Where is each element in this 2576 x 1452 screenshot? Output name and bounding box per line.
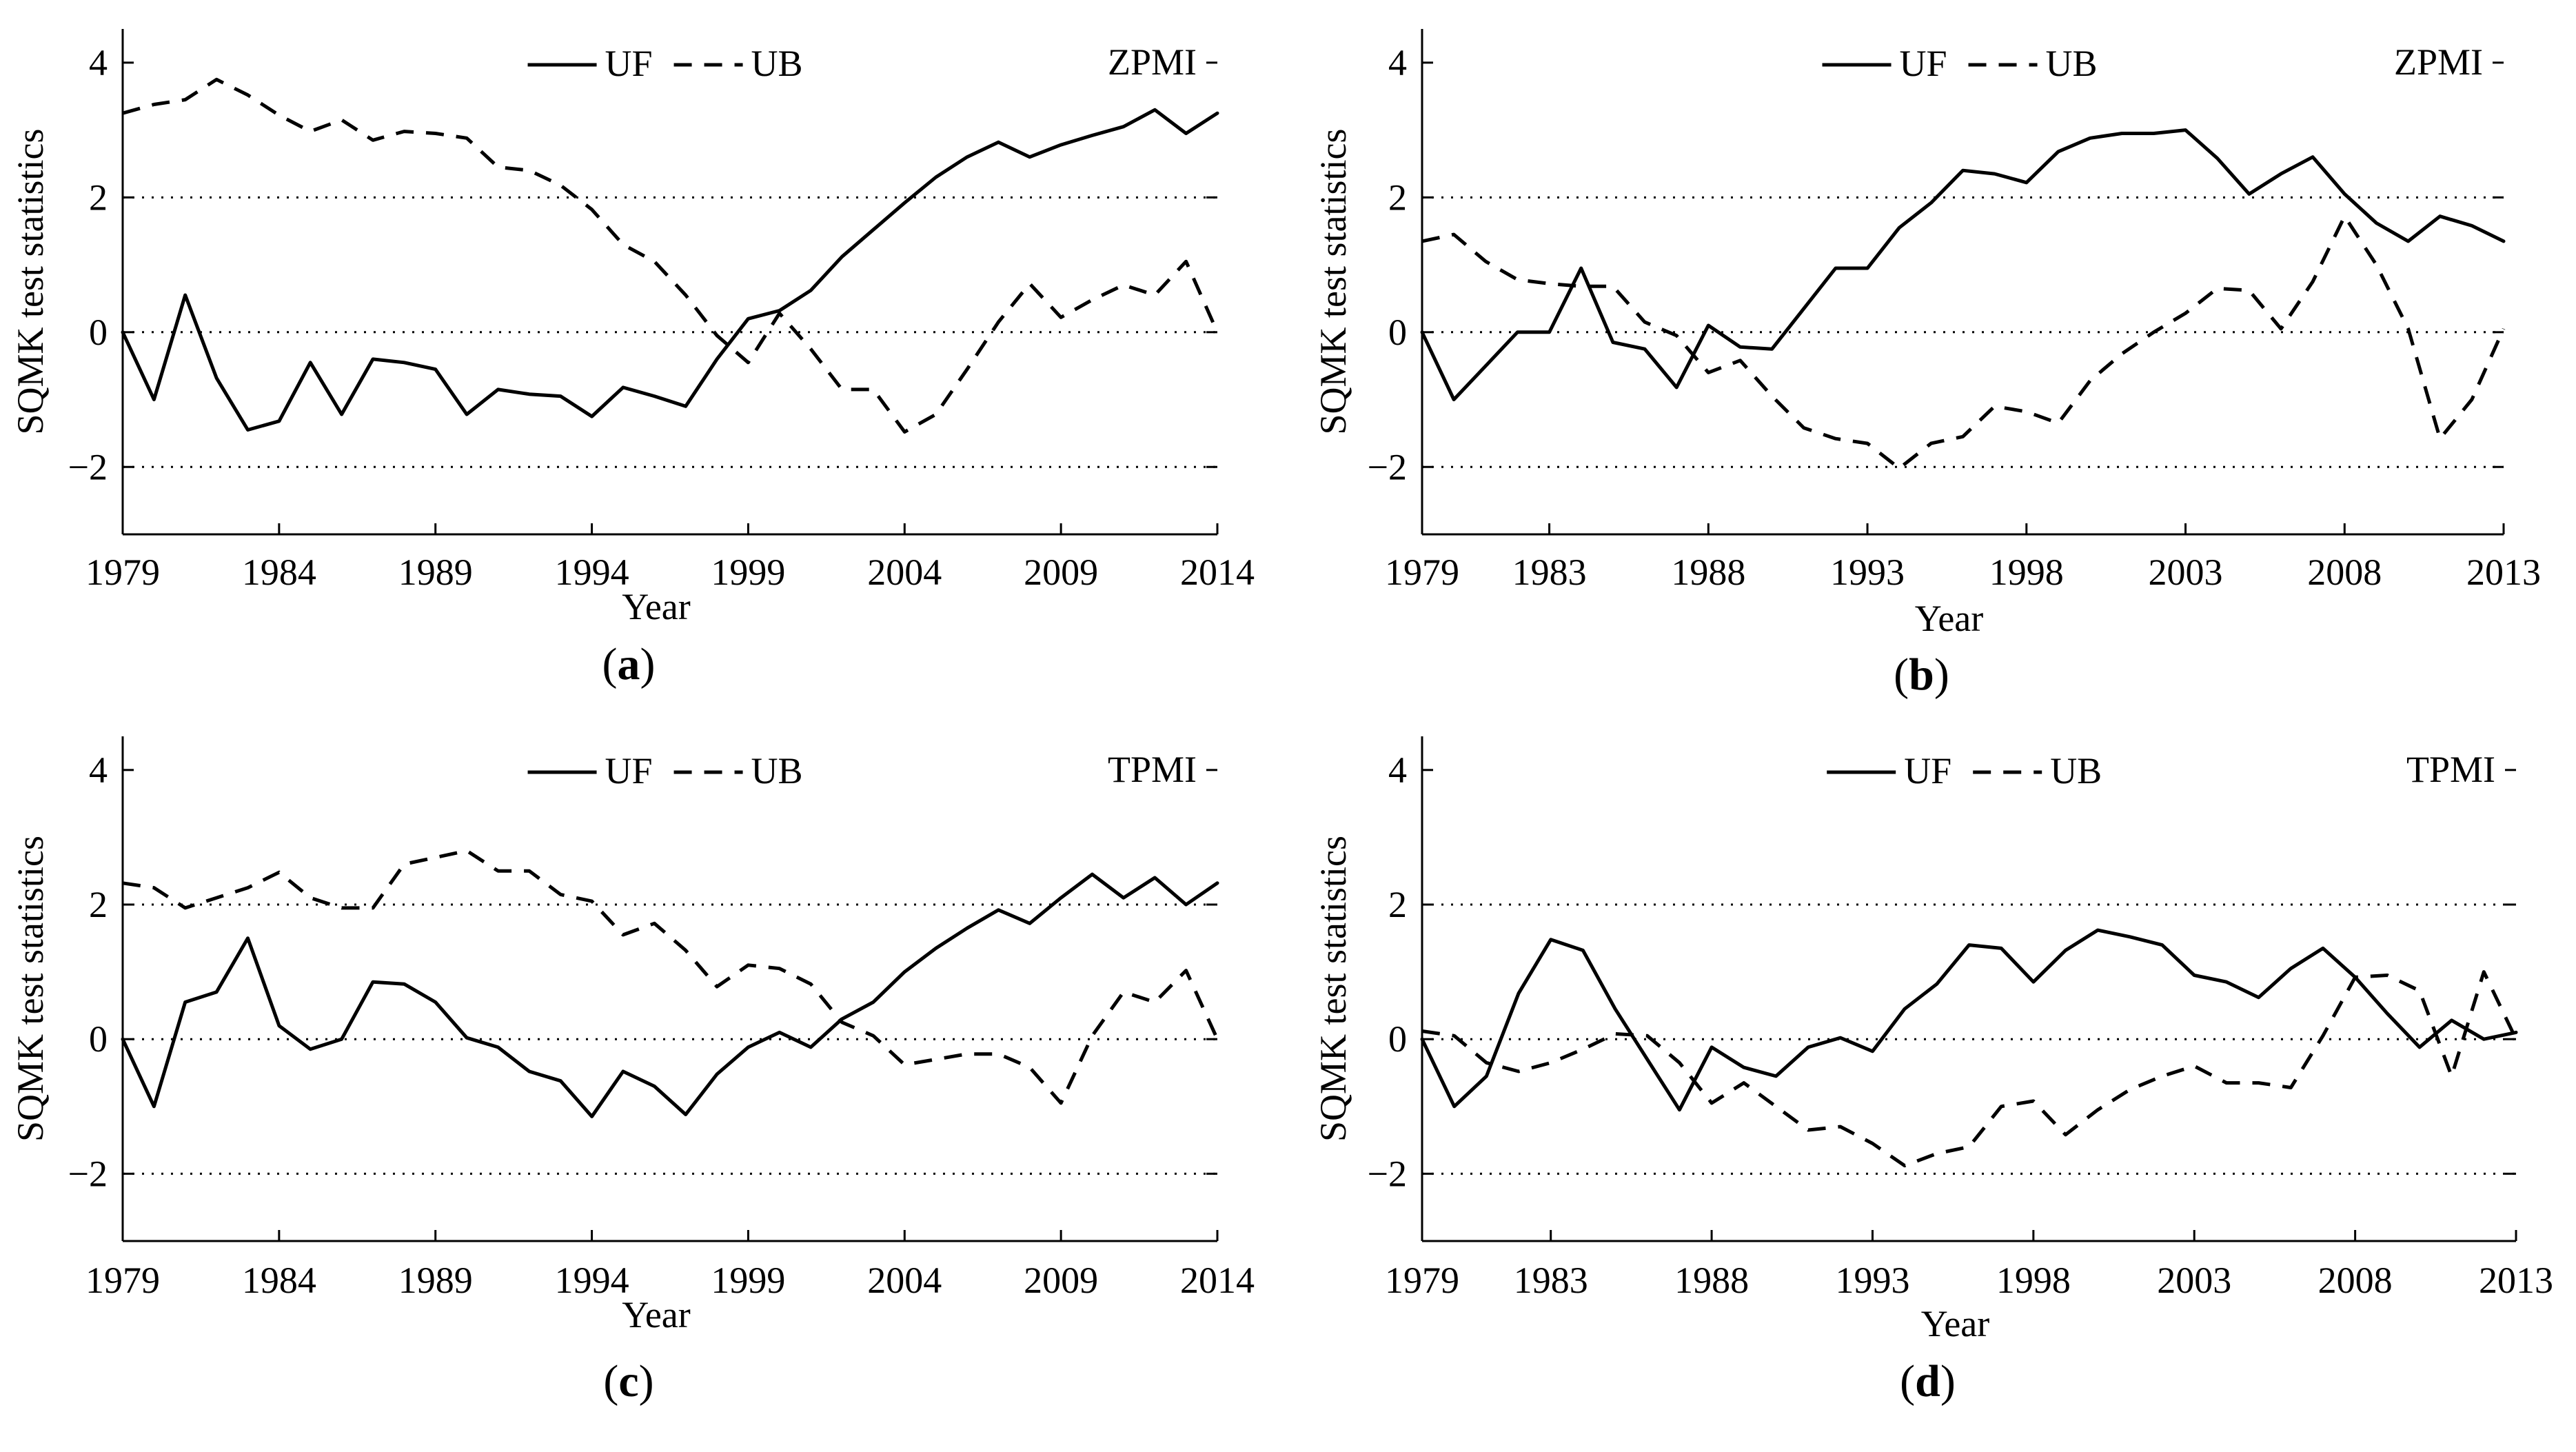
index-label: ZPMI xyxy=(1108,41,1197,83)
x-tick-label: 2013 xyxy=(2466,552,2541,593)
x-tick-label: 2009 xyxy=(1024,1260,1098,1301)
x-tick-label: 1979 xyxy=(85,552,160,593)
y-axis-label: SQMK test statistics xyxy=(10,128,51,434)
x-tick-label: 1994 xyxy=(555,1260,629,1301)
x-tick-label: 1988 xyxy=(1671,552,1745,593)
series-line-ub xyxy=(122,77,1219,434)
x-tick-label: 2008 xyxy=(2307,552,2382,593)
y-axis-label: SQMK test statistics xyxy=(1312,836,1354,1142)
series-line-uf xyxy=(1420,928,2518,1112)
x-tick-label: 2004 xyxy=(867,552,942,593)
panel-caption: (c) xyxy=(603,1356,653,1406)
legend-label-ub: UB xyxy=(751,43,803,84)
chart-panel-b: 4 2 0 −2 1979 1983 1988 1993 1998 2003 2008 2013 Yea… xyxy=(1312,29,2541,700)
y-tick-label: 4 xyxy=(89,42,108,83)
x-tick-label: 2013 xyxy=(2479,1260,2553,1301)
y-tick-label: 2 xyxy=(1388,177,1407,218)
y-tick-label: 0 xyxy=(1388,1018,1407,1060)
y-tick-label: 0 xyxy=(89,312,108,353)
x-tick-label: 1984 xyxy=(242,1260,316,1301)
legend-label-uf: UF xyxy=(605,43,653,84)
legend-label-ub: UB xyxy=(2050,750,2102,791)
x-tick-label: 1979 xyxy=(1385,552,1459,593)
y-tick-label: −2 xyxy=(1368,1153,1407,1194)
x-tick-label: 1993 xyxy=(1835,1260,1909,1301)
x-tick-label: 2009 xyxy=(1024,552,1098,593)
y-axis-label: SQMK test statistics xyxy=(1312,128,1354,434)
x-tick-label: 1993 xyxy=(1830,552,1905,593)
y-axis-label: SQMK test statistics xyxy=(10,836,51,1142)
legend-label-uf: UF xyxy=(1900,43,1947,84)
y-tick-label: −2 xyxy=(68,446,108,487)
y-tick-label: 4 xyxy=(1388,42,1407,83)
chart-panel-d: 4 2 0 −2 1979 1983 1988 1993 1998 2003 2008 2013 Yea… xyxy=(1312,736,2553,1406)
x-tick-label: 1998 xyxy=(1989,552,2064,593)
panel-caption: (a) xyxy=(602,639,656,689)
x-tick-label: 2004 xyxy=(867,1260,942,1301)
x-axis-label: Year xyxy=(622,586,691,627)
y-tick-label: 0 xyxy=(89,1018,108,1060)
x-axis-label: Year xyxy=(1921,1303,1990,1344)
y-tick-label: 4 xyxy=(89,749,108,791)
y-tick-label: 0 xyxy=(1388,312,1407,353)
y-tick-label: 4 xyxy=(1388,749,1407,791)
legend-label-ub: UB xyxy=(2046,43,2098,84)
series-line-ub xyxy=(1421,214,2506,470)
x-tick-label: 1979 xyxy=(85,1260,160,1301)
x-tick-label: 2008 xyxy=(2318,1260,2393,1301)
x-tick-label: 2014 xyxy=(1180,1260,1255,1301)
x-tick-label: 1983 xyxy=(1514,1260,1588,1301)
y-tick-label: −2 xyxy=(68,1153,108,1194)
index-label: TPMI xyxy=(2406,749,2495,790)
series-line-uf xyxy=(121,108,1219,432)
chart-panel-a: 4 2 0 −2 1979 1984 1989 1994 1999 2004 2009 2014 Yea… xyxy=(10,29,1255,689)
panel-caption: (d) xyxy=(1900,1356,1956,1406)
x-tick-label: 1984 xyxy=(242,552,316,593)
index-label: TPMI xyxy=(1108,749,1197,790)
y-tick-label: 2 xyxy=(89,177,108,218)
x-tick-label: 1979 xyxy=(1385,1260,1459,1301)
legend-label-uf: UF xyxy=(605,750,653,791)
x-tick-label: 1998 xyxy=(1996,1260,2071,1301)
x-tick-label: 1999 xyxy=(711,1260,785,1301)
chart-panel-c: 4 2 0 −2 1979 1984 1989 1994 1999 2004 2009 2014 Yea… xyxy=(10,736,1255,1406)
series-line-ub xyxy=(122,849,1219,1105)
legend-label-ub: UB xyxy=(751,750,803,791)
x-tick-label: 1994 xyxy=(555,552,629,593)
y-tick-label: 2 xyxy=(1388,884,1407,925)
x-tick-label: 1983 xyxy=(1512,552,1587,593)
x-tick-label: 1988 xyxy=(1674,1260,1749,1301)
y-tick-label: 2 xyxy=(89,884,108,925)
x-axis-label: Year xyxy=(1915,598,1984,639)
x-tick-label: 1989 xyxy=(398,1260,473,1301)
y-tick-label: −2 xyxy=(1368,446,1407,487)
series-line-uf xyxy=(121,872,1219,1118)
x-axis-label: Year xyxy=(622,1294,691,1335)
series-line-uf xyxy=(1420,128,2506,401)
series-line-ub xyxy=(1421,970,2518,1168)
index-label: ZPMI xyxy=(2394,41,2483,83)
panel-caption: (b) xyxy=(1894,649,1949,700)
x-tick-label: 2003 xyxy=(2157,1260,2231,1301)
x-tick-label: 1999 xyxy=(711,552,785,593)
legend-label-uf: UF xyxy=(1904,750,1951,791)
x-tick-label: 1989 xyxy=(398,552,473,593)
x-tick-label: 2014 xyxy=(1180,552,1255,593)
x-tick-label: 2003 xyxy=(2149,552,2223,593)
